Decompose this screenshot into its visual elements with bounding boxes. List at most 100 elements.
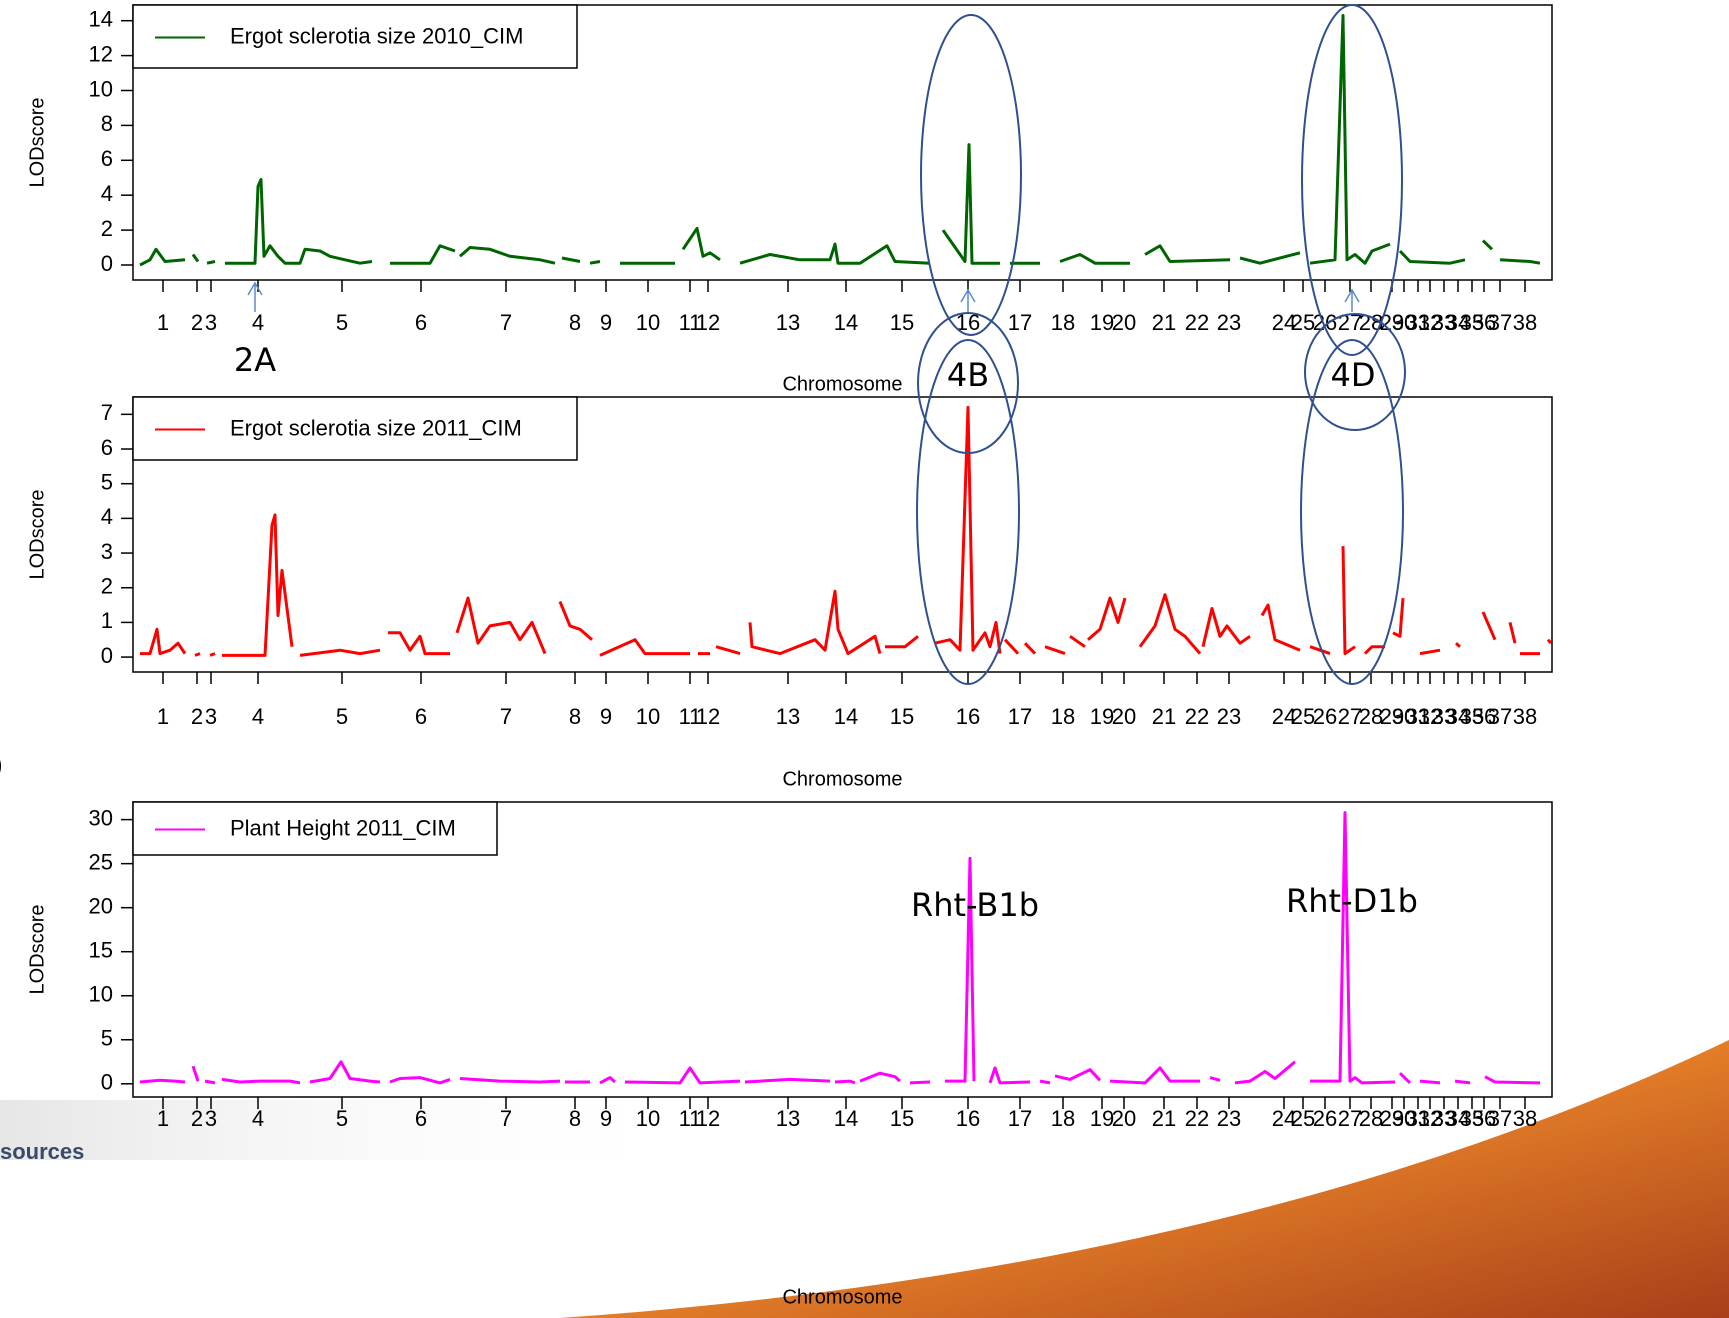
x-tick-label: 38: [1513, 310, 1537, 335]
x-tick-label: 21: [1152, 310, 1176, 335]
x-tick-label: 8: [569, 310, 581, 335]
x-tick-label: 26: [1313, 1106, 1337, 1131]
y-axis-title: LODscore: [26, 904, 48, 994]
x-tick-label: 33: [1432, 310, 1456, 335]
x-tick-label: 5: [336, 310, 348, 335]
y-tick-label: 6: [101, 435, 113, 460]
x-tick-label: 19: [1090, 310, 1114, 335]
x-tick-label: 30: [1392, 1106, 1416, 1131]
x-tick-label: 36: [1472, 310, 1496, 335]
x-tick-label: 4: [252, 310, 264, 335]
x-tick-label: 22: [1185, 310, 1209, 335]
x-tick-label: 9: [600, 704, 612, 729]
annotation: 4D: [1331, 356, 1376, 394]
x-tick-label: 31: [1406, 310, 1430, 335]
x-tick-label: 11: [679, 704, 702, 729]
x-tick-label: 33: [1432, 1106, 1456, 1131]
x-tick-label: 25: [1291, 1106, 1315, 1131]
y-tick-label: 5: [101, 1026, 113, 1051]
y-tick-label: 12: [89, 41, 113, 66]
x-tick-label: 35: [1460, 704, 1484, 729]
x-tick-label: 3: [205, 704, 217, 729]
x-tick-label: 2: [191, 704, 203, 729]
x-tick-label: 23: [1217, 310, 1241, 335]
x-tick-label: 37: [1488, 1106, 1512, 1131]
y-tick-label: 15: [89, 938, 113, 963]
x-tick-label: 13: [776, 310, 800, 335]
x-tick-label: 25: [1291, 310, 1315, 335]
x-tick-label: 10: [636, 704, 660, 729]
wheat-background: [560, 1040, 1729, 1318]
x-tick-label: 11: [679, 1106, 702, 1131]
x-tick-label: 24: [1272, 704, 1296, 729]
x-tick-label: 23: [1217, 1106, 1241, 1131]
ellipse: [1304, 313, 1406, 431]
x-tick-label: 12: [696, 310, 720, 335]
ellipse: [1301, 4, 1403, 356]
x-tick-label: 29: [1380, 1106, 1404, 1131]
x-tick-label: 7: [500, 704, 512, 729]
y-tick-label: 0: [101, 643, 113, 668]
x-tick-label: 31: [1406, 704, 1430, 729]
ellipse: [916, 339, 1020, 685]
annotation: Rht-D1b: [1286, 882, 1418, 920]
x-tick-label: 4: [252, 1106, 264, 1131]
x-tick-label: 5: [336, 1106, 348, 1131]
x-tick-label: 14: [834, 310, 858, 335]
x-tick-label: 8: [569, 704, 581, 729]
y-tick-label: 1: [101, 608, 113, 633]
y-tick-label: 7: [101, 400, 113, 425]
y-tick-label: 25: [89, 849, 113, 874]
x-tick-label: 24: [1272, 1106, 1296, 1131]
x-tick-label: 10: [636, 1106, 660, 1131]
x-tick-label: 15: [890, 1106, 914, 1131]
legend-label: Ergot sclerotia size 2010_CIM: [230, 23, 523, 48]
x-tick-label: 37: [1488, 704, 1512, 729]
x-tick-label: 24: [1272, 310, 1296, 335]
x-tick-label: 27: [1338, 704, 1362, 729]
x-tick-label: 1: [157, 310, 169, 335]
x-tick-label: 14: [834, 1106, 858, 1131]
arrow: [960, 288, 976, 312]
legend-box: [132, 396, 578, 461]
x-tick-label: 16: [956, 704, 980, 729]
ellipse: [1300, 339, 1404, 685]
x-tick-label: 20: [1112, 1106, 1136, 1131]
ellipse: [917, 312, 1019, 454]
plot-box: [132, 801, 1553, 1098]
x-tick-label: 29: [1380, 704, 1404, 729]
annotation: 4B: [947, 356, 989, 394]
x-tick-label: 4: [252, 704, 264, 729]
x-tick-label: 13: [776, 1106, 800, 1131]
x-tick-label: 15: [890, 310, 914, 335]
x-tick-label: 34: [1446, 704, 1470, 729]
y-tick-label: 30: [89, 805, 113, 830]
x-tick-label: 3: [205, 310, 217, 335]
plot-box: [132, 4, 1553, 281]
data-line: [139, 811, 1541, 1085]
y-tick-label: 4: [101, 504, 113, 529]
x-tick-label: 1: [157, 704, 169, 729]
annotation: Rht-B1b: [911, 886, 1039, 924]
y-axis-title: LODscore: [26, 489, 48, 579]
x-tick-label: 21: [1152, 1106, 1176, 1131]
x-tick-label: 6: [415, 704, 427, 729]
x-tick-label: 3: [205, 1106, 217, 1131]
x-tick-label: 36: [1472, 704, 1496, 729]
x-tick-label: 22: [1185, 1106, 1209, 1131]
x-tick-label: 32: [1418, 1106, 1442, 1131]
y-tick-label: 20: [89, 893, 113, 918]
x-tick-label: 22: [1185, 704, 1209, 729]
x-tick-label: 17: [1008, 1106, 1032, 1131]
x-tick-label: 26: [1313, 704, 1337, 729]
x-tick-label: 33: [1432, 704, 1456, 729]
legend-box: [132, 4, 578, 69]
ellipses: [916, 4, 1406, 685]
x-tick-label: 18: [1051, 704, 1075, 729]
x-tick-label: 28: [1359, 704, 1383, 729]
x-axis-title: Chromosome: [782, 373, 902, 395]
data-line: [140, 405, 1553, 657]
y-tick-label: 5: [101, 470, 113, 495]
y-tick-label: 4: [101, 181, 113, 206]
